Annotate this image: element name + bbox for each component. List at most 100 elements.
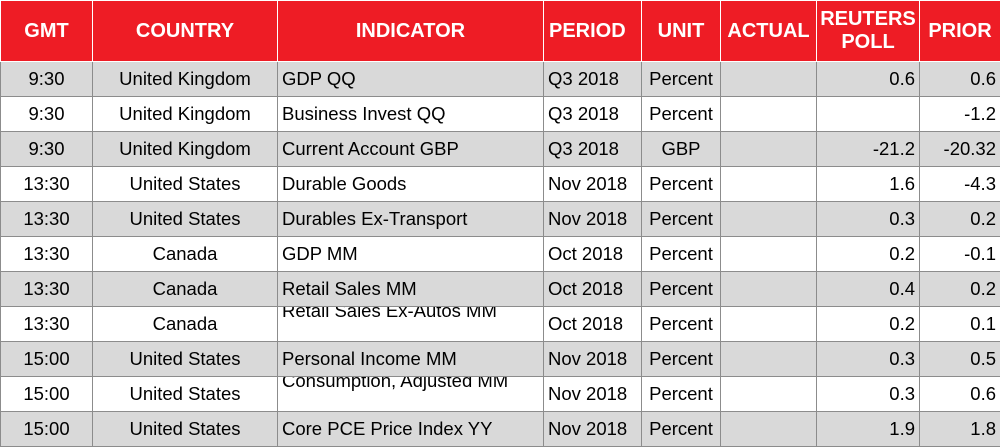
cell-actual (720, 166, 817, 202)
cell-actual (720, 376, 817, 412)
table-header: GMT COUNTRY INDICATOR PERIOD UNIT ACTUAL… (0, 0, 1000, 62)
cell-unit: Percent (641, 341, 721, 377)
cell-prior: -0.1 (919, 236, 1000, 272)
cell-reuters-poll: 1.6 (816, 166, 920, 202)
table-row: 9:30 United Kingdom Business Invest QQ Q3 2… (0, 96, 1000, 132)
header-period: PERIOD (543, 0, 642, 62)
cell-gmt: 13:30 (0, 271, 93, 307)
cell-prior: 0.6 (919, 61, 1000, 97)
cell-period: Oct 2018 (543, 236, 642, 272)
cell-period: Oct 2018 (543, 306, 642, 342)
cell-period: Nov 2018 (543, 201, 642, 237)
cell-prior: 0.2 (919, 201, 1000, 237)
cell-gmt: 15:00 (0, 341, 93, 377)
cell-prior: 0.5 (919, 341, 1000, 377)
cell-gmt: 13:30 (0, 201, 93, 237)
cell-actual (720, 96, 817, 132)
table-row: 13:30 Canada GDP MM Oct 2018 Percent 0.2 -0.1 (0, 236, 1000, 272)
cell-unit: Percent (641, 201, 721, 237)
table-row: 15:00 United States Personal Income MM Nov … (0, 341, 1000, 377)
cell-unit: GBP (641, 131, 721, 167)
cell-reuters-poll: 0.3 (816, 201, 920, 237)
cell-reuters-poll: 0.6 (816, 61, 920, 97)
cell-actual (720, 411, 817, 447)
cell-period: Nov 2018 (543, 341, 642, 377)
cell-reuters-poll: 0.3 (816, 341, 920, 377)
cell-reuters-poll (816, 96, 920, 132)
cell-gmt: 13:30 (0, 166, 93, 202)
cell-country: United Kingdom (92, 96, 278, 132)
cell-indicator: Retail Sales MM (277, 271, 544, 307)
table-row: 15:00 United States Core PCE Price Index Y… (0, 411, 1000, 447)
cell-period: Oct 2018 (543, 271, 642, 307)
cell-country: Canada (92, 271, 278, 307)
cell-gmt: 13:30 (0, 236, 93, 272)
cell-prior: -1.2 (919, 96, 1000, 132)
table-row: 9:30 United Kingdom GDP QQ Q3 2018 Percent 0.… (0, 61, 1000, 97)
cell-period: Q3 2018 (543, 61, 642, 97)
cell-indicator: Personal Income MM (277, 341, 544, 377)
header-actual: ACTUAL (720, 0, 817, 62)
cell-country: United Kingdom (92, 61, 278, 97)
cell-unit: Percent (641, 61, 721, 97)
cell-country: United States (92, 341, 278, 377)
cell-indicator: Durables Ex-Transport (277, 201, 544, 237)
cell-indicator: GDP QQ (277, 61, 544, 97)
cell-actual (720, 236, 817, 272)
table-row: 13:30 Canada Retail Sales Ex-Autos MM Oct 2… (0, 306, 1000, 342)
cell-gmt: 15:00 (0, 411, 93, 447)
cell-period: Nov 2018 (543, 411, 642, 447)
cell-prior: 1.8 (919, 411, 1000, 447)
header-country: COUNTRY (92, 0, 278, 62)
cell-reuters-poll: 0.3 (816, 376, 920, 412)
cell-prior: 0.1 (919, 306, 1000, 342)
cell-actual (720, 61, 817, 97)
cell-actual (720, 306, 817, 342)
table-body: 9:30 United Kingdom GDP QQ Q3 2018 Percent 0.… (0, 61, 1000, 447)
cell-actual (720, 341, 817, 377)
cell-prior: 0.2 (919, 271, 1000, 307)
cell-country: United States (92, 376, 278, 412)
cell-unit: Percent (641, 306, 721, 342)
cell-country: United States (92, 166, 278, 202)
cell-country: Canada (92, 236, 278, 272)
cell-unit: Percent (641, 166, 721, 202)
cell-indicator-text: Retail Sales Ex-Autos MM (282, 306, 497, 322)
header-indicator: INDICATOR (277, 0, 544, 62)
cell-reuters-poll: 0.4 (816, 271, 920, 307)
table-row: 13:30 United States Durable Goods Nov 2018 P… (0, 166, 1000, 202)
header-prior: PRIOR (919, 0, 1000, 62)
cell-indicator: Business Invest QQ (277, 96, 544, 132)
cell-country: United States (92, 411, 278, 447)
cell-unit: Percent (641, 411, 721, 447)
cell-reuters-poll: 0.2 (816, 306, 920, 342)
cell-indicator: Current Account GBP (277, 131, 544, 167)
cell-country: United Kingdom (92, 131, 278, 167)
table-row: 13:30 United States Durables Ex-Transport N… (0, 201, 1000, 237)
cell-unit: Percent (641, 236, 721, 272)
cell-indicator: Consumption, Adjusted MM (277, 376, 544, 412)
cell-gmt: 13:30 (0, 306, 93, 342)
cell-prior: -4.3 (919, 166, 1000, 202)
cell-reuters-poll: -21.2 (816, 131, 920, 167)
cell-gmt: 9:30 (0, 131, 93, 167)
cell-reuters-poll: 0.2 (816, 236, 920, 272)
cell-period: Q3 2018 (543, 131, 642, 167)
cell-gmt: 9:30 (0, 61, 93, 97)
cell-gmt: 9:30 (0, 96, 93, 132)
header-row: GMT COUNTRY INDICATOR PERIOD UNIT ACTUAL… (0, 0, 1000, 62)
table-row: 13:30 Canada Retail Sales MM Oct 2018 Percen… (0, 271, 1000, 307)
cell-country: Canada (92, 306, 278, 342)
table-row: 15:00 United States Consumption, Adjusted … (0, 376, 1000, 412)
cell-actual (720, 271, 817, 307)
cell-period: Nov 2018 (543, 376, 642, 412)
cell-period: Q3 2018 (543, 96, 642, 132)
table-row: 9:30 United Kingdom Current Account GBP Q3 … (0, 131, 1000, 167)
cell-prior: 0.6 (919, 376, 1000, 412)
cell-indicator: GDP MM (277, 236, 544, 272)
header-unit: UNIT (641, 0, 721, 62)
cell-gmt: 15:00 (0, 376, 93, 412)
cell-period: Nov 2018 (543, 166, 642, 202)
header-gmt: GMT (0, 0, 93, 62)
